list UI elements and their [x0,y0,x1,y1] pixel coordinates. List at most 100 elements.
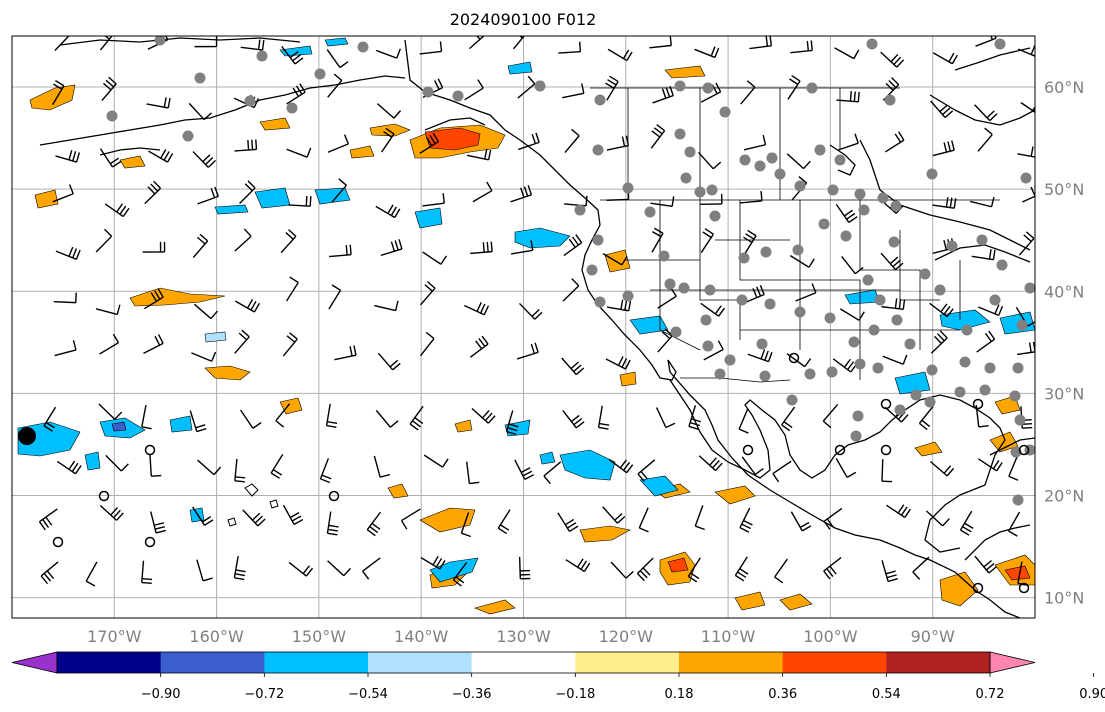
station-dot [1009,390,1021,402]
wind-barb [1017,44,1035,57]
lat-tick-label: 60°N [1044,78,1084,97]
wind-barb [607,48,633,62]
wind-barb [517,75,536,99]
wind-barb [328,284,342,310]
wind-barb [929,460,955,477]
wind-barb [837,133,859,151]
wind-barb [932,197,957,209]
wind-barb [99,36,113,51]
station-dot [994,38,1006,50]
station-dot [850,430,862,442]
wind-barb [699,193,723,205]
wind-barb [38,508,58,531]
station-dot [674,128,686,140]
wind-barb [1008,511,1021,537]
station-dot [182,130,194,142]
station-dot [794,180,806,192]
station-dot [840,230,852,242]
station-dot [814,144,826,156]
wind-barb [234,299,261,313]
wind-barb [419,132,440,154]
wind-barb [422,251,448,265]
wind-barb [1018,231,1035,256]
contour-negative [414,207,443,229]
wind-barb [975,36,997,47]
wind-barb [514,459,535,480]
contour-negative [559,449,616,481]
wind-barb [196,559,213,582]
station-dot [709,210,721,222]
station-dot [852,410,864,422]
contour-positive [474,599,516,615]
wind-barb [146,97,171,109]
station-dot [754,160,766,172]
station-dot [926,168,938,180]
wind-barb [651,227,664,253]
wind-barb [561,357,585,376]
contour-negative [111,421,127,432]
station-dot [706,184,718,196]
wind-barb [655,407,676,429]
wind-barb [194,36,218,48]
contour-positive [914,441,943,457]
station-dot [774,168,786,180]
wind-barb [694,505,705,531]
station-dot [756,338,768,350]
wind-barb [650,124,666,149]
wind-barb [700,302,726,317]
station-dot [644,206,656,218]
colorbar-tick-label: 0.54 [872,687,901,702]
contour-positive [34,189,59,209]
wind-barb [703,340,724,361]
wind-barb [836,91,860,103]
wind-barb [288,195,312,207]
contour-positive [604,249,631,273]
wind-barb [518,302,543,320]
station-dot [894,404,906,416]
station-ring [144,536,156,548]
wind-barb [841,255,864,275]
contour-positive [349,145,375,159]
wind-barb [652,85,674,104]
wind-barb [698,151,722,170]
wind-barb [197,186,219,205]
contour-positive [387,483,409,499]
lat-tick-label: 50°N [1044,180,1084,199]
station-dot [106,110,118,122]
wind-barb [366,511,382,537]
wind-barb [610,561,634,579]
station-ring [1018,582,1030,594]
wind-barb [192,233,209,259]
station-dot [594,94,606,106]
wind-barb [1017,146,1035,158]
contour-negative [629,315,669,335]
station-markers [106,36,1035,506]
station-dot [736,294,748,306]
wind-barb [781,406,796,432]
wind-barb [822,404,839,429]
station-dot [874,294,886,306]
station-dot [724,354,736,366]
colorbar-outline [56,651,991,674]
station-dot [680,172,692,184]
station-dot [959,356,971,368]
wind-barb [929,302,954,318]
wind-barb [466,461,480,485]
wind-barb [881,298,906,311]
wind-barb [925,510,950,527]
wind-barb [688,405,702,431]
lon-tick-label: 170°W [87,627,142,646]
station-dot [854,188,866,200]
wind-barb [739,507,753,533]
contour-positive [779,593,813,611]
wind-barb [99,505,124,521]
station-dot [286,102,298,114]
station-dot [759,370,771,382]
wind-barb [288,561,314,577]
colorbar-tick-label: 0.90 [1079,687,1105,702]
station-dot [961,324,973,336]
wind-barb [516,342,539,360]
colorbar-tick-label: −0.72 [244,687,284,702]
station-dot [884,94,896,106]
colorbar [11,651,1036,674]
